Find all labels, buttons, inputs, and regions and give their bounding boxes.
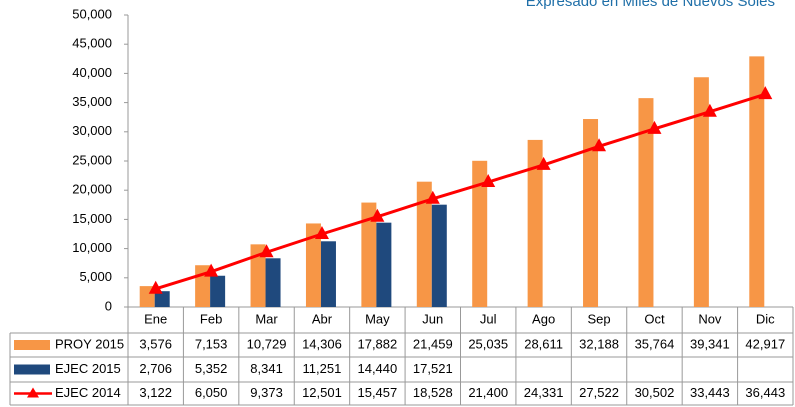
- bar: [431, 204, 447, 307]
- table-cell: 14,440: [357, 361, 397, 376]
- bar: [376, 222, 392, 307]
- marker: [536, 156, 551, 170]
- y-tick-label: 25,000: [72, 152, 112, 167]
- marker: [314, 225, 329, 239]
- y-tick-label: 35,000: [72, 94, 112, 109]
- table-cell: 11,251: [303, 361, 342, 376]
- bar: [749, 56, 765, 308]
- bar: [693, 77, 709, 307]
- marker: [204, 263, 219, 277]
- x-tick-label: Abr: [312, 311, 333, 326]
- bar: [472, 160, 488, 307]
- table-cell: 8,341: [250, 361, 283, 376]
- y-tick-label: 15,000: [72, 211, 112, 226]
- legend-label: EJEC 2014: [55, 385, 121, 400]
- table-cell: 10,729: [247, 336, 287, 351]
- table-cell: 12,501: [302, 385, 342, 400]
- table-cell: 25,035: [468, 336, 508, 351]
- bar: [210, 275, 226, 307]
- bar: [583, 119, 599, 307]
- y-tick-label: 30,000: [72, 123, 112, 138]
- legend-label: EJEC 2015: [55, 361, 121, 376]
- table-cell: 32,188: [579, 336, 619, 351]
- marker: [148, 280, 163, 294]
- marker: [702, 103, 717, 117]
- table-cell: 27,522: [579, 385, 619, 400]
- x-tick-label: Jun: [422, 311, 443, 326]
- x-tick-label: Dic: [756, 311, 775, 326]
- chart-subtitle: Expresado en Miles de Nuevos Soles: [526, 0, 775, 10]
- x-tick-label: Ene: [144, 311, 167, 326]
- y-tick-label: 20,000: [72, 182, 112, 197]
- y-tick-label: 5,000: [79, 269, 112, 284]
- table-cell: 30,502: [635, 385, 675, 400]
- table-cell: 17,521: [413, 361, 453, 376]
- y-tick-label: 10,000: [72, 240, 112, 255]
- y-tick-label: 40,000: [72, 65, 112, 80]
- table-cell: 33,443: [690, 385, 730, 400]
- x-tick-label: Mar: [255, 311, 278, 326]
- table-cell: 21,400: [468, 385, 508, 400]
- marker: [592, 138, 607, 152]
- marker: [425, 190, 440, 204]
- bar: [361, 202, 377, 307]
- x-tick-label: Ago: [532, 311, 555, 326]
- table-cell: 15,457: [357, 385, 397, 400]
- table-cell: 17,882: [357, 336, 397, 351]
- x-tick-label: Jul: [480, 311, 497, 326]
- table-cell: 39,341: [690, 336, 730, 351]
- marker: [481, 174, 496, 188]
- x-tick-label: Oct: [644, 311, 665, 326]
- bar: [638, 98, 654, 307]
- x-tick-label: May: [365, 311, 390, 326]
- marker: [370, 208, 385, 222]
- table-cell: 3,122: [139, 385, 172, 400]
- table-cell: 2,706: [139, 361, 172, 376]
- x-tick-label: Nov: [698, 311, 722, 326]
- table-cell: 21,459: [413, 336, 453, 351]
- table-cell: 24,331: [524, 385, 564, 400]
- table-cell: 6,050: [195, 385, 228, 400]
- marker: [758, 86, 773, 100]
- y-tick-label: 0: [105, 298, 112, 313]
- bar: [250, 244, 266, 307]
- legend-key: [14, 364, 50, 375]
- legend-label: PROY 2015: [55, 336, 124, 351]
- table-cell: 28,611: [524, 336, 563, 351]
- bar: [320, 241, 336, 307]
- bar: [265, 258, 281, 307]
- table-cell: 7,153: [195, 336, 228, 351]
- y-tick-label: 45,000: [72, 36, 112, 51]
- marker: [647, 120, 662, 134]
- bar: [527, 139, 543, 307]
- y-tick-label: 50,000: [72, 6, 112, 21]
- table-cell: 18,528: [413, 385, 453, 400]
- legend-key: [27, 387, 39, 398]
- marker: [259, 244, 274, 258]
- bar: [416, 181, 432, 307]
- line: [155, 92, 766, 291]
- bar: [154, 291, 170, 307]
- table-cell: 42,917: [745, 336, 785, 351]
- table-cell: 3,576: [139, 336, 172, 351]
- bar: [305, 223, 321, 307]
- table-cell: 35,764: [635, 336, 675, 351]
- legend-key: [14, 340, 50, 350]
- table-cell: 5,352: [195, 361, 228, 376]
- table-cell: 9,373: [250, 385, 283, 400]
- table-cell: 36,443: [745, 385, 785, 400]
- x-tick-label: Sep: [587, 311, 610, 326]
- table-cell: 14,306: [302, 336, 342, 351]
- x-tick-label: Feb: [200, 311, 222, 326]
